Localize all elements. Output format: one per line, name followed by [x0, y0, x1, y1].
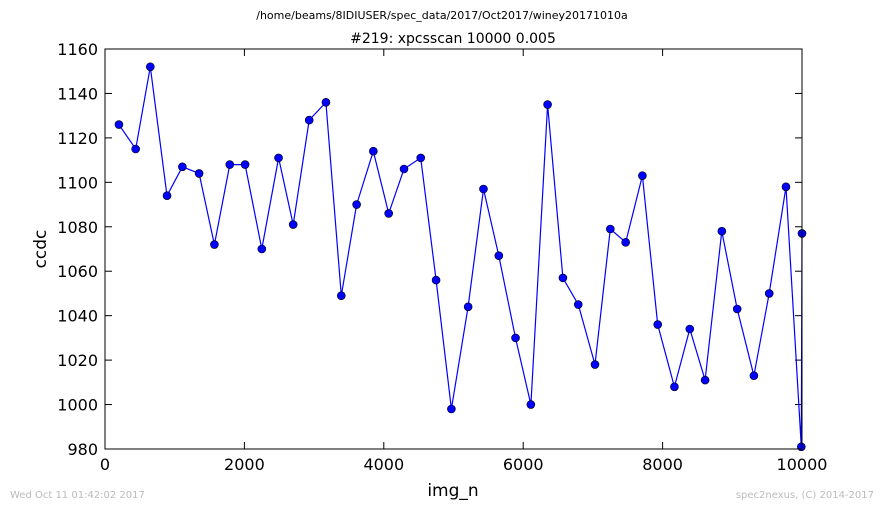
data-point	[447, 404, 456, 414]
x-tick-label: 4000	[363, 455, 404, 474]
data-point	[732, 304, 742, 314]
data-point	[336, 291, 346, 300]
data-point	[210, 240, 219, 249]
data-point	[162, 191, 172, 200]
data-point	[606, 224, 615, 234]
data-point	[653, 320, 663, 329]
data-point	[573, 300, 583, 309]
y-tick-label: 1100	[57, 173, 98, 192]
x-tick-label: 6000	[503, 455, 544, 474]
data-point	[257, 244, 267, 254]
x-tick-label: 2000	[224, 455, 265, 474]
data-point	[717, 226, 727, 236]
y-tick-label: 1140	[57, 84, 98, 103]
chart-suptitle: /home/beams/8IDIUSER/spec_data/2017/Oct2…	[256, 9, 628, 22]
data-point	[304, 115, 314, 125]
y-tick-label: 1000	[57, 396, 98, 415]
data-point	[369, 146, 378, 156]
data-point	[225, 160, 235, 169]
x-axis-label: img_n	[427, 481, 478, 501]
data-point	[797, 442, 806, 452]
data-point	[685, 324, 695, 334]
data-point	[781, 182, 791, 192]
data-point	[558, 273, 568, 283]
data-point	[463, 302, 473, 312]
x-tick-label: 0	[100, 455, 110, 474]
y-tick-label: 1060	[57, 262, 98, 281]
data-point	[131, 144, 140, 154]
data-point	[352, 200, 361, 209]
data-point	[416, 153, 426, 163]
data-point	[321, 98, 331, 107]
data-point	[240, 160, 250, 169]
x-tick-label: 10000	[777, 455, 828, 474]
plot-frame	[104, 48, 803, 450]
data-point	[114, 120, 124, 129]
y-tick-label: 1040	[57, 307, 98, 326]
data-point	[431, 275, 441, 285]
data-point	[764, 289, 774, 298]
data-point	[479, 184, 488, 194]
data-point	[511, 333, 520, 343]
footer-credit: spec2nexus, (C) 2014-2017	[736, 490, 874, 501]
x-tick-label: 8000	[642, 455, 683, 474]
data-point	[621, 238, 630, 247]
data-point	[749, 371, 759, 380]
data-point	[399, 164, 409, 174]
y-tick-label: 1120	[57, 129, 98, 148]
data-point	[670, 382, 679, 392]
y-tick-label: 980	[67, 440, 98, 459]
data-point	[526, 400, 536, 409]
data-point	[146, 62, 155, 72]
data-point	[700, 375, 710, 385]
data-point	[384, 209, 393, 218]
data-point	[194, 169, 204, 178]
data-point	[494, 251, 504, 260]
data-point	[274, 153, 283, 163]
data-point	[288, 220, 298, 229]
data-point	[590, 360, 600, 369]
data-point	[638, 171, 647, 180]
chart-title: #219: xpcsscan 10000 0.005	[350, 31, 556, 47]
y-axis-label: ccdc	[31, 230, 51, 269]
axes-ticks: 0 2000 4000 6000 8000 10000 980 1000 1020 1040 106…	[57, 40, 827, 474]
data-point	[178, 162, 187, 172]
data-point	[543, 100, 552, 109]
y-tick-label: 1020	[57, 351, 98, 370]
y-tick-label: 1080	[57, 218, 98, 237]
series-line	[118, 66, 803, 447]
footer-timestamp: Wed Oct 11 01:42:02 2017	[10, 490, 145, 501]
y-tick-label: 1160	[57, 40, 98, 59]
series-layer	[114, 62, 807, 452]
